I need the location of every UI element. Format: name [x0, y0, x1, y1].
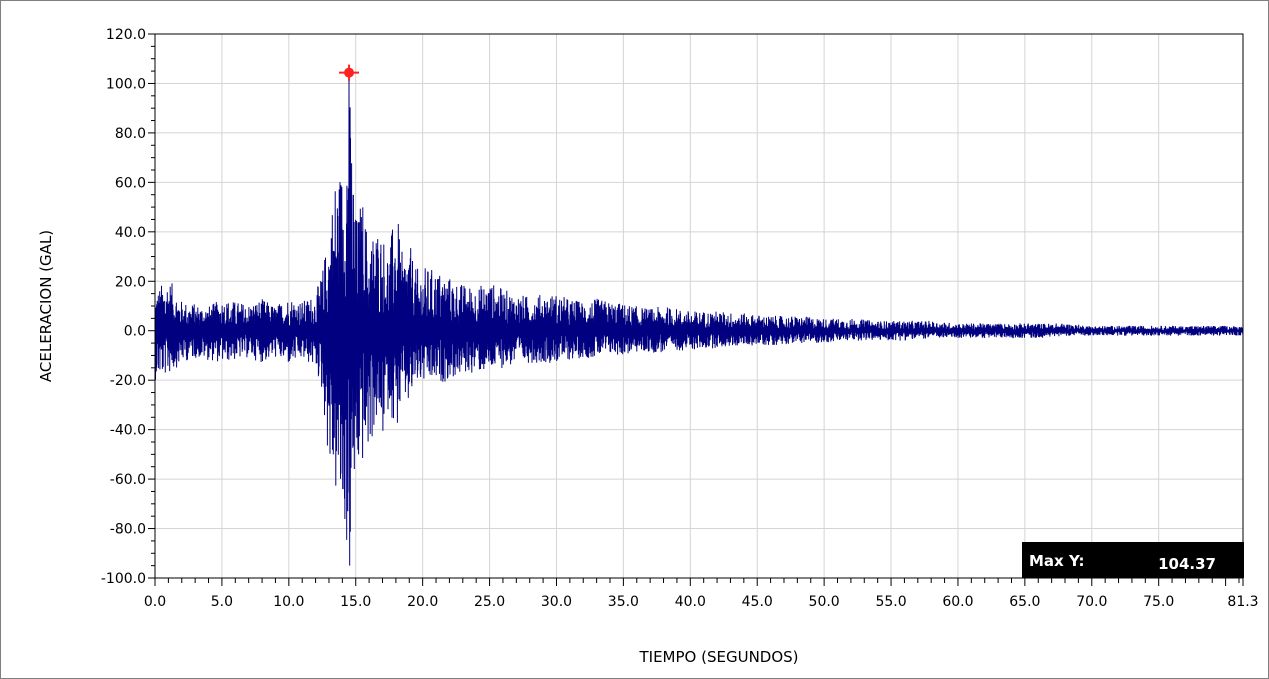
- x-tick-label: 5.0: [211, 594, 233, 610]
- x-tick-label: 30.0: [541, 594, 572, 610]
- x-tick-label: 35.0: [608, 594, 639, 610]
- x-tick-label: 60.0: [942, 594, 973, 610]
- y-tick-label: 80.0: [115, 126, 146, 142]
- x-axis-title: TIEMPO (SEGUNDOS): [638, 648, 798, 666]
- x-tick-label: 75.0: [1143, 594, 1174, 610]
- x-tick-label: 15.0: [340, 594, 371, 610]
- series-line: [154, 72, 1244, 566]
- x-tick-label: 10.0: [273, 594, 304, 610]
- x-axis: 0.0 5.0 10.0 15.0 20.0 25.0 30.0 35.0 40.0 45.0 50…: [144, 578, 1259, 610]
- x-tick-label: 70.0: [1076, 594, 1107, 610]
- y-tick-label: -80.0: [110, 522, 146, 538]
- x-tick-label: 20.0: [407, 594, 438, 610]
- y-tick-label: 120.0: [106, 27, 146, 43]
- max-y-label: Max Y:: [1029, 552, 1085, 570]
- y-tick-label: -20.0: [110, 373, 146, 389]
- x-tick-label: 81.3: [1227, 594, 1258, 610]
- x-tick-label: 50.0: [809, 594, 840, 610]
- y-tick-label: 60.0: [115, 175, 146, 191]
- y-axis-title: ACELERACION (GAL): [37, 230, 55, 382]
- y-tick-label: 40.0: [115, 225, 146, 241]
- max-y-box: [1022, 542, 1244, 578]
- x-tick-label: 65.0: [1009, 594, 1040, 610]
- y-axis: 120.0 100.0 80.0 60.0 40.0 20.0 0.0 -20.0 -40.0 -…: [101, 27, 155, 587]
- peak-marker: [344, 67, 355, 78]
- max-y-annotation: Max Y: 104.37: [1022, 542, 1244, 578]
- y-tick-label: -40.0: [110, 423, 146, 439]
- max-y-value: 104.37: [1158, 555, 1216, 573]
- x-tick-label: 55.0: [875, 594, 906, 610]
- x-tick-label: 25.0: [474, 594, 505, 610]
- peak-marker-group: [339, 64, 360, 81]
- x-tick-label: 45.0: [742, 594, 773, 610]
- y-tick-label: -60.0: [110, 472, 146, 488]
- y-tick-label: 0.0: [124, 324, 146, 340]
- x-tick-label: 40.0: [675, 594, 706, 610]
- series-acceleration: [154, 72, 1244, 566]
- y-tick-label: 100.0: [106, 76, 146, 92]
- x-tick-label: 0.0: [144, 594, 166, 610]
- y-tick-label: -100.0: [101, 571, 146, 587]
- y-tick-label: 20.0: [115, 274, 146, 290]
